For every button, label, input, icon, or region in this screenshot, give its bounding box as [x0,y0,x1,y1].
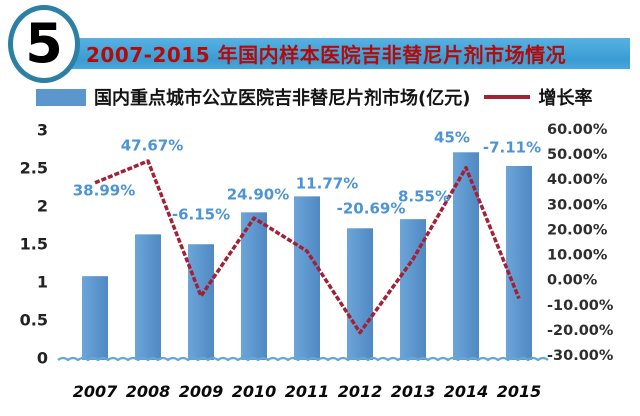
growth-data-label: 38.99% [73,182,135,200]
title-bar: 2007-2015 年国内样本医院吉非替尼片剂市场情况 [64,38,630,69]
left-axis-tick: 0.5 [20,311,48,330]
bar-2008 [135,234,161,360]
bar-2010 [241,212,267,360]
right-axis-tick: 50.00% [547,147,608,163]
badge-number: 5 [25,12,63,75]
bar-series-label: 国内重点城市公立医院吉非替尼片剂市场(亿元) [94,88,471,109]
chart-area: 3 2.5 2 1.5 1 0.5 0 60.00% 50.00% 40.00% 30.00% 20.… [0,116,640,416]
growth-data-label: -20.69% [337,200,406,218]
left-axis-tick: 1 [37,273,48,292]
bar-2012 [347,228,373,360]
x-axis-year-label: 2015 [497,382,542,401]
x-axis-year-label: 2013 [391,382,436,401]
growth-data-label: -7.11% [483,139,541,157]
x-axis-year-label: 2007 [73,382,118,401]
x-axis-year-label: 2014 [444,382,489,401]
growth-data-label: 11.77% [296,175,358,193]
left-axis-tick: 3 [37,121,48,140]
growth-rate-line [94,159,521,335]
x-axis-baseline [57,356,549,362]
growth-data-label: 47.67% [121,137,183,155]
right-axis-tick: 40.00% [547,172,608,188]
growth-data-label: 8.55% [398,188,450,206]
x-axis-year-label: 2011 [285,382,330,401]
right-axis-tick: 20.00% [547,222,608,238]
left-axis-tick: 2.5 [20,159,48,178]
left-axis-tick: 2 [37,197,48,216]
x-axis-year-label: 2009 [179,382,224,401]
right-axis-tick: 60.00% [547,122,608,138]
bar-2009 [188,244,214,360]
bar-2015 [506,165,532,360]
bar-2007 [82,276,108,360]
bar-2013 [400,219,426,360]
combo-chart: 3 2.5 2 1.5 1 0.5 0 60.00% 50.00% 40.00% 30.00% 20.… [20,121,614,402]
bar-series-swatch [36,88,86,106]
right-axis-tick: 0.00% [547,273,598,289]
left-axis-tick: 0 [37,349,48,368]
right-axis-tick: -20.00% [547,323,614,339]
right-axis-tick: 10.00% [547,248,608,264]
x-axis-year-label: 2010 [232,382,277,401]
bar-2011 [294,196,320,360]
right-axis-tick: -10.00% [547,298,614,314]
line-series-swatch [484,95,531,99]
chart-legend: 国内重点城市公立医院吉非替尼片剂市场(亿元) 增长率 [36,85,630,109]
x-axis-year-label: 2008 [126,382,171,401]
number-badge: 5 [8,5,80,83]
growth-data-label: 45% [434,129,470,147]
growth-data-label: -6.15% [172,206,230,224]
growth-data-label: 24.90% [227,186,289,204]
line-series-label: 增长率 [538,88,593,109]
x-axis-year-label: 2012 [338,382,383,401]
right-axis-tick: 30.00% [547,197,608,213]
right-axis-tick: -30.00% [547,348,614,364]
page-title: 2007-2015 年国内样本医院吉非替尼片剂市场情况 [86,43,567,67]
left-axis-tick: 1.5 [20,235,48,254]
